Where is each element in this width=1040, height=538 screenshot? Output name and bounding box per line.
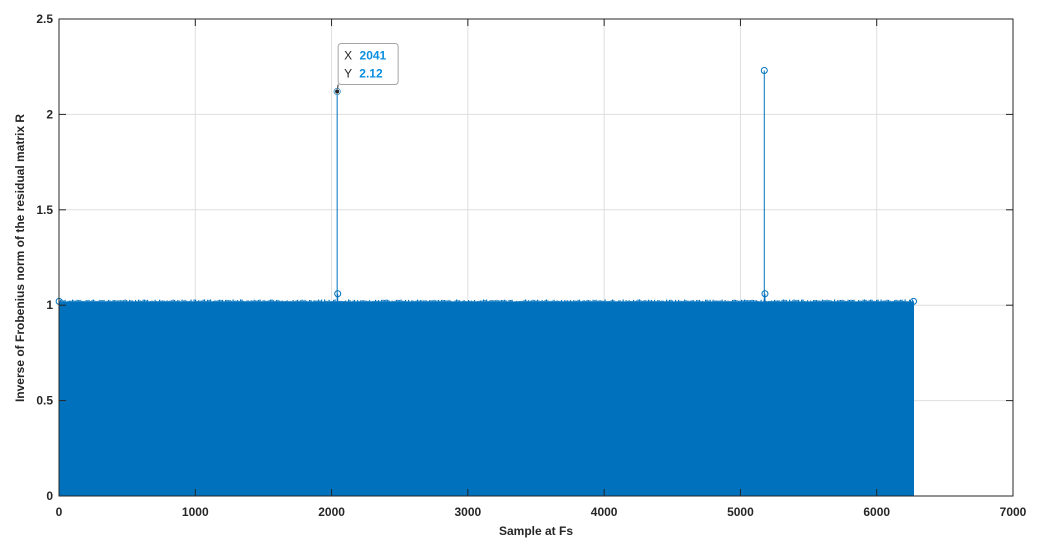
x-tick-label: 3000 [455, 505, 482, 519]
x-axis-label: Sample at Fs [499, 524, 573, 538]
plot-frame [58, 18, 1014, 497]
data-tip-y-label: Y [344, 67, 352, 81]
data-tip-y-value: 2.12 [359, 67, 383, 81]
y-tick-label: 0 [46, 489, 53, 503]
x-tick-label: 2000 [318, 505, 345, 519]
x-tick-labels: 0 1000 2000 3000 4000 5000 6000 7000 [56, 505, 1027, 519]
data-tip[interactable]: X 2041 Y 2.12 [334, 43, 399, 95]
x-tick-label: 0 [56, 505, 63, 519]
y-tick-label: 1 [46, 298, 53, 312]
y-tick-label: 1.5 [36, 203, 53, 217]
y-tick-label: 0.5 [36, 394, 53, 408]
data-tip-x-label: X [344, 49, 352, 63]
data-tip-x-value: 2041 [360, 49, 387, 63]
stem-marker[interactable] [761, 290, 769, 298]
data-tip-x-row: X 2041 [344, 49, 386, 63]
data-tip-y-row: Y 2.12 [344, 67, 383, 81]
x-tick-label: 5000 [727, 505, 754, 519]
x-tick-label: 4000 [591, 505, 618, 519]
x-tick-label: 1000 [182, 505, 209, 519]
stem-marker[interactable] [910, 297, 918, 305]
y-tick-label: 2.5 [36, 12, 53, 26]
stem-marker[interactable] [760, 67, 768, 75]
y-axis-label: Inverse of Frobenius norm of the residua… [13, 114, 27, 402]
data-tip-marker[interactable] [334, 88, 341, 95]
data-tip-box[interactable] [337, 43, 399, 86]
x-tick-label: 6000 [863, 505, 890, 519]
y-tick-label: 2 [46, 107, 53, 121]
y-tick-labels: 0 0.5 1 1.5 2 2.5 [36, 12, 53, 503]
stem-marker[interactable] [334, 290, 342, 298]
dense-stem-fill [59, 301, 914, 496]
dense-stem-band [58, 299, 914, 496]
x-tick-label: 7000 [1000, 505, 1027, 519]
ticks [58, 18, 1014, 497]
